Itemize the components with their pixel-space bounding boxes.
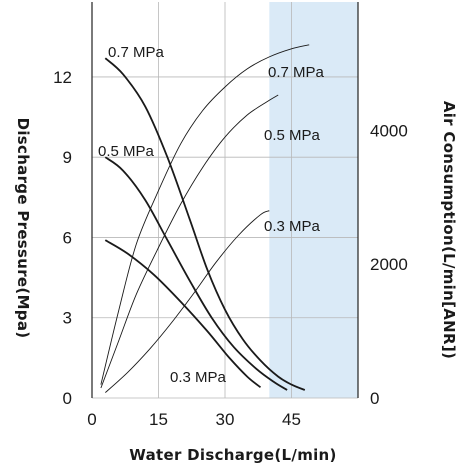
y-left-tick-label: 9 xyxy=(63,148,72,167)
y-right-tick-label: 2000 xyxy=(370,255,408,274)
x-tick-labels: 0 15 30 45 xyxy=(87,410,301,429)
curve-label-pressure-03: 0.3 MPa xyxy=(170,369,227,386)
curve-label-air-07: 0.7 MPa xyxy=(268,64,325,81)
y-right-tick-label: 4000 xyxy=(370,121,408,140)
curve-labels: 0.7 MPa 0.5 MPa 0.3 MPa 0.7 MPa 0.5 MPa … xyxy=(98,44,325,386)
y-right-tick-label: 0 xyxy=(370,389,379,408)
x-axis-title: Water Discharge(L/min) xyxy=(129,446,336,464)
pressure-curve-1 xyxy=(104,156,288,391)
curve-label-air-03: 0.3 MPa xyxy=(264,218,321,235)
left-y-axis-title: Discharge Pressure(Mpa) xyxy=(14,118,32,339)
curve-label-pressure-07: 0.7 MPa xyxy=(108,44,165,61)
curves xyxy=(100,44,310,393)
x-tick-label: 0 xyxy=(87,410,96,429)
pressure-curve-2 xyxy=(104,239,262,389)
grid-lines xyxy=(91,2,358,399)
y-left-tick-label: 12 xyxy=(53,68,72,87)
pressure-curve-0 xyxy=(104,57,306,391)
right-y-tick-labels: 0 2000 4000 xyxy=(370,121,408,408)
air-curve-1 xyxy=(100,94,279,389)
y-left-tick-label: 3 xyxy=(63,309,72,328)
curve-label-pressure-05: 0.5 MPa xyxy=(98,143,155,160)
x-tick-label: 45 xyxy=(282,410,301,429)
x-tick-label: 15 xyxy=(149,410,168,429)
y-left-tick-label: 6 xyxy=(63,228,72,247)
curve-label-air-05: 0.5 MPa xyxy=(264,127,321,144)
air-curve-2 xyxy=(105,210,270,393)
y-left-tick-label: 0 xyxy=(63,389,72,408)
highlight-region xyxy=(269,2,358,398)
left-y-tick-labels: 0 3 6 9 12 xyxy=(53,68,72,408)
air-curve-0 xyxy=(100,44,310,385)
x-tick-label: 30 xyxy=(216,410,235,429)
right-y-axis-title: Air Consumption(L/min[ANR]) xyxy=(440,101,458,359)
